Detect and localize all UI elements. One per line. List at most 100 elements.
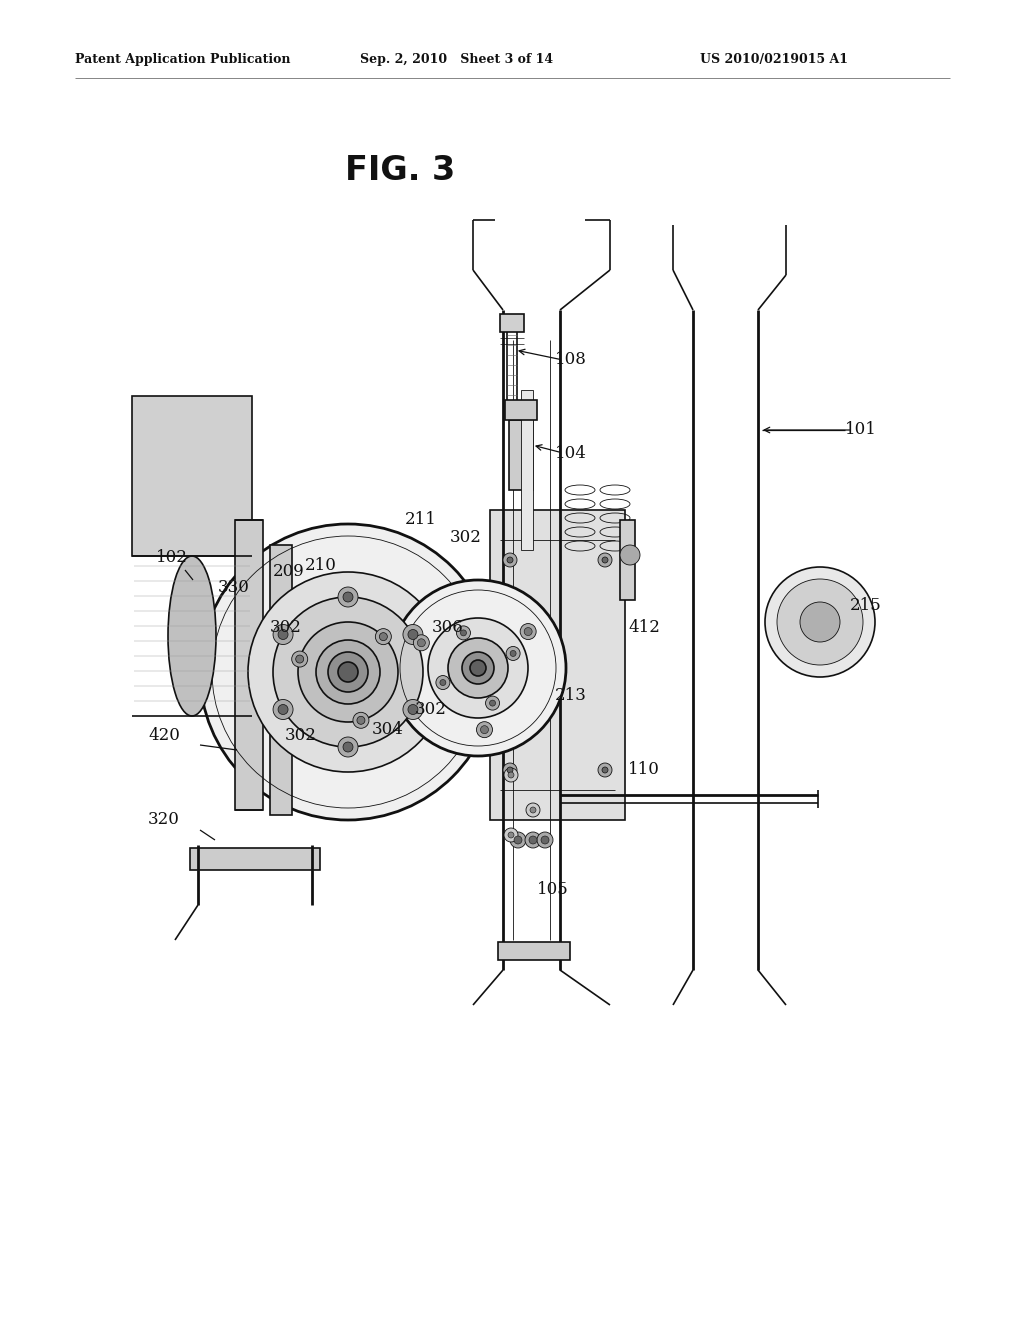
Circle shape <box>598 553 612 568</box>
Circle shape <box>507 557 513 564</box>
Circle shape <box>436 676 450 689</box>
Circle shape <box>598 763 612 777</box>
Circle shape <box>298 622 398 722</box>
Circle shape <box>296 655 304 663</box>
Text: 108: 108 <box>555 351 587 368</box>
Circle shape <box>537 832 553 847</box>
Text: 210: 210 <box>305 557 337 573</box>
Circle shape <box>510 832 526 847</box>
Circle shape <box>248 572 449 772</box>
Text: 412: 412 <box>628 619 659 635</box>
Circle shape <box>503 763 517 777</box>
Text: 302: 302 <box>285 726 316 743</box>
Text: 101: 101 <box>845 421 877 438</box>
Circle shape <box>489 700 496 706</box>
Circle shape <box>273 700 293 719</box>
Circle shape <box>602 767 608 774</box>
Bar <box>270 545 292 814</box>
Text: 213: 213 <box>555 688 587 705</box>
Text: 302: 302 <box>415 701 446 718</box>
Text: 304: 304 <box>372 722 403 738</box>
Circle shape <box>403 624 423 644</box>
Circle shape <box>440 680 445 685</box>
Circle shape <box>408 705 418 714</box>
Circle shape <box>525 832 541 847</box>
Circle shape <box>461 630 467 636</box>
Circle shape <box>510 651 516 656</box>
Text: 215: 215 <box>850 597 882 614</box>
Circle shape <box>457 626 470 640</box>
Circle shape <box>541 836 549 843</box>
Text: FIG. 3: FIG. 3 <box>345 153 455 186</box>
Circle shape <box>449 638 508 698</box>
Text: Sep. 2, 2010   Sheet 3 of 14: Sep. 2, 2010 Sheet 3 of 14 <box>360 54 553 66</box>
Circle shape <box>338 587 358 607</box>
Circle shape <box>357 717 365 725</box>
Text: 102: 102 <box>156 549 187 566</box>
Bar <box>234 520 263 810</box>
Circle shape <box>292 651 307 667</box>
Circle shape <box>520 623 537 640</box>
Bar <box>498 942 570 960</box>
Circle shape <box>514 836 522 843</box>
Bar <box>490 510 625 820</box>
Bar <box>620 520 635 601</box>
Circle shape <box>273 597 423 747</box>
Circle shape <box>765 568 874 677</box>
Bar <box>509 420 534 490</box>
Circle shape <box>414 635 429 651</box>
Circle shape <box>418 639 425 647</box>
Bar <box>132 396 252 556</box>
Text: 110: 110 <box>628 762 659 779</box>
Bar <box>505 400 537 420</box>
Circle shape <box>328 652 368 692</box>
Circle shape <box>503 553 517 568</box>
Circle shape <box>508 772 514 777</box>
Bar <box>500 314 524 333</box>
Text: 302: 302 <box>270 619 302 636</box>
Circle shape <box>338 663 358 682</box>
Circle shape <box>480 726 488 734</box>
Ellipse shape <box>168 556 216 715</box>
Circle shape <box>428 618 528 718</box>
Circle shape <box>343 742 353 752</box>
Circle shape <box>530 807 536 813</box>
Circle shape <box>526 803 540 817</box>
Circle shape <box>462 652 494 684</box>
Circle shape <box>504 768 518 781</box>
Text: 306: 306 <box>432 619 464 636</box>
Circle shape <box>524 627 532 635</box>
Circle shape <box>379 632 387 640</box>
Text: 302: 302 <box>450 528 482 545</box>
Text: 330: 330 <box>218 579 250 597</box>
Circle shape <box>273 624 293 644</box>
Text: US 2010/0219015 A1: US 2010/0219015 A1 <box>700 54 848 66</box>
Circle shape <box>200 524 496 820</box>
Text: 211: 211 <box>406 511 437 528</box>
Circle shape <box>376 628 391 644</box>
Circle shape <box>470 660 486 676</box>
Text: Patent Application Publication: Patent Application Publication <box>75 54 291 66</box>
Circle shape <box>507 767 513 774</box>
Circle shape <box>408 630 418 639</box>
Circle shape <box>338 737 358 756</box>
Circle shape <box>279 705 288 714</box>
Circle shape <box>508 832 514 838</box>
Text: 104: 104 <box>555 445 587 462</box>
Circle shape <box>504 828 518 842</box>
Circle shape <box>620 545 640 565</box>
Circle shape <box>343 591 353 602</box>
Circle shape <box>353 713 369 729</box>
Circle shape <box>476 722 493 738</box>
Bar <box>190 847 319 870</box>
Text: 105: 105 <box>537 882 568 899</box>
Circle shape <box>800 602 840 642</box>
Circle shape <box>390 579 566 756</box>
Circle shape <box>506 647 520 660</box>
Circle shape <box>279 630 288 639</box>
Circle shape <box>602 557 608 564</box>
Circle shape <box>403 700 423 719</box>
Text: 320: 320 <box>148 812 180 829</box>
Text: 209: 209 <box>273 562 305 579</box>
Text: 420: 420 <box>148 726 180 743</box>
